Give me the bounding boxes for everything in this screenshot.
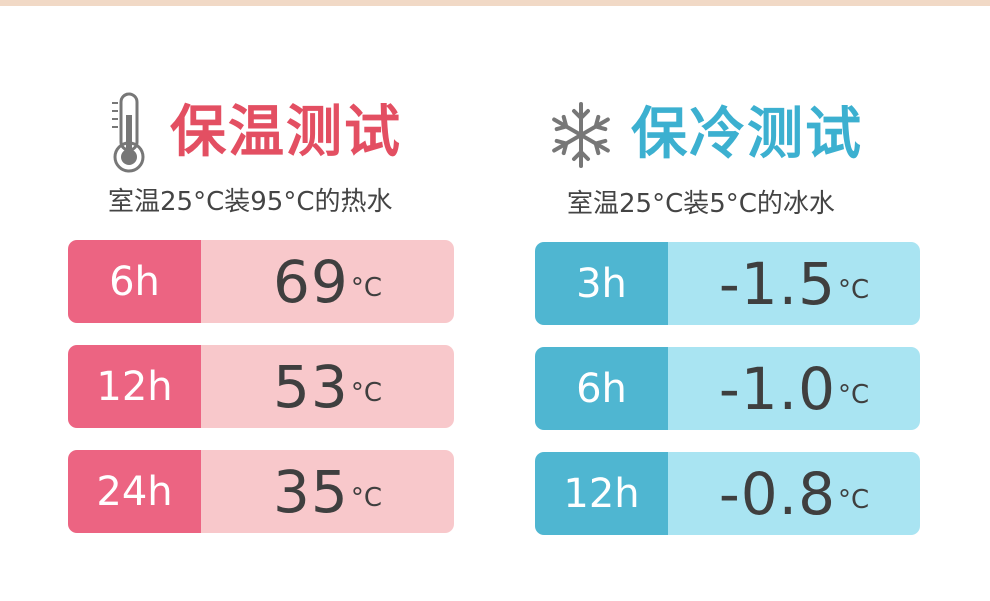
duration-label: 12h [68, 345, 201, 428]
duration-label: 6h [535, 347, 668, 430]
duration-label: 6h [68, 240, 201, 323]
heat-retention-panel: 保温测试 室温25°C装95°C的热水 6h 69 °C 12h 53 °C 2… [68, 88, 454, 555]
top-decor-strip [0, 0, 990, 6]
temperature-unit: °C [838, 380, 870, 410]
temperature-value: -1.5 °C [668, 242, 920, 325]
heat-title-row: 保温测试 [68, 88, 454, 178]
temperature-value: 69 °C [201, 240, 454, 323]
duration-label: 3h [535, 242, 668, 325]
temperature-unit: °C [350, 483, 382, 513]
thermometer-icon [106, 91, 152, 175]
temperature-value: 53 °C [201, 345, 454, 428]
result-row: 6h -1.0 °C [535, 347, 920, 430]
result-row: 3h -1.5 °C [535, 242, 920, 325]
temperature-value: 35 °C [201, 450, 454, 533]
temperature-value: -1.0 °C [668, 347, 920, 430]
result-row: 6h 69 °C [68, 240, 454, 323]
heat-title: 保温测试 [170, 100, 402, 165]
temperature-unit: °C [350, 378, 382, 408]
result-row: 12h -0.8 °C [535, 452, 920, 535]
snowflake-icon [547, 101, 615, 169]
temperature-unit: °C [838, 485, 870, 515]
temperature-unit: °C [350, 273, 382, 303]
result-row: 12h 53 °C [68, 345, 454, 428]
temperature-number: -1.5 [718, 249, 836, 318]
cold-subtitle: 室温25°C装5°C的冰水 [567, 189, 835, 219]
cold-title-row: 保冷测试 [535, 90, 920, 180]
temperature-number: -1.0 [718, 354, 836, 423]
temperature-number: -0.8 [718, 459, 836, 528]
cold-results: 3h -1.5 °C 6h -1.0 °C 12h -0.8 °C [535, 242, 920, 535]
temperature-number: 35 [273, 457, 349, 526]
heat-subtitle: 室温25°C装95°C的热水 [108, 187, 393, 217]
heat-results: 6h 69 °C 12h 53 °C 24h 35 °C [68, 240, 454, 533]
temperature-number: 53 [273, 352, 349, 421]
cold-retention-panel: 保冷测试 室温25°C装5°C的冰水 3h -1.5 °C 6h -1.0 °C… [535, 90, 920, 557]
temperature-value: -0.8 °C [668, 452, 920, 535]
result-row: 24h 35 °C [68, 450, 454, 533]
temperature-number: 69 [273, 247, 349, 316]
cold-title: 保冷测试 [631, 102, 863, 167]
duration-label: 24h [68, 450, 201, 533]
duration-label: 12h [535, 452, 668, 535]
temperature-unit: °C [838, 275, 870, 305]
